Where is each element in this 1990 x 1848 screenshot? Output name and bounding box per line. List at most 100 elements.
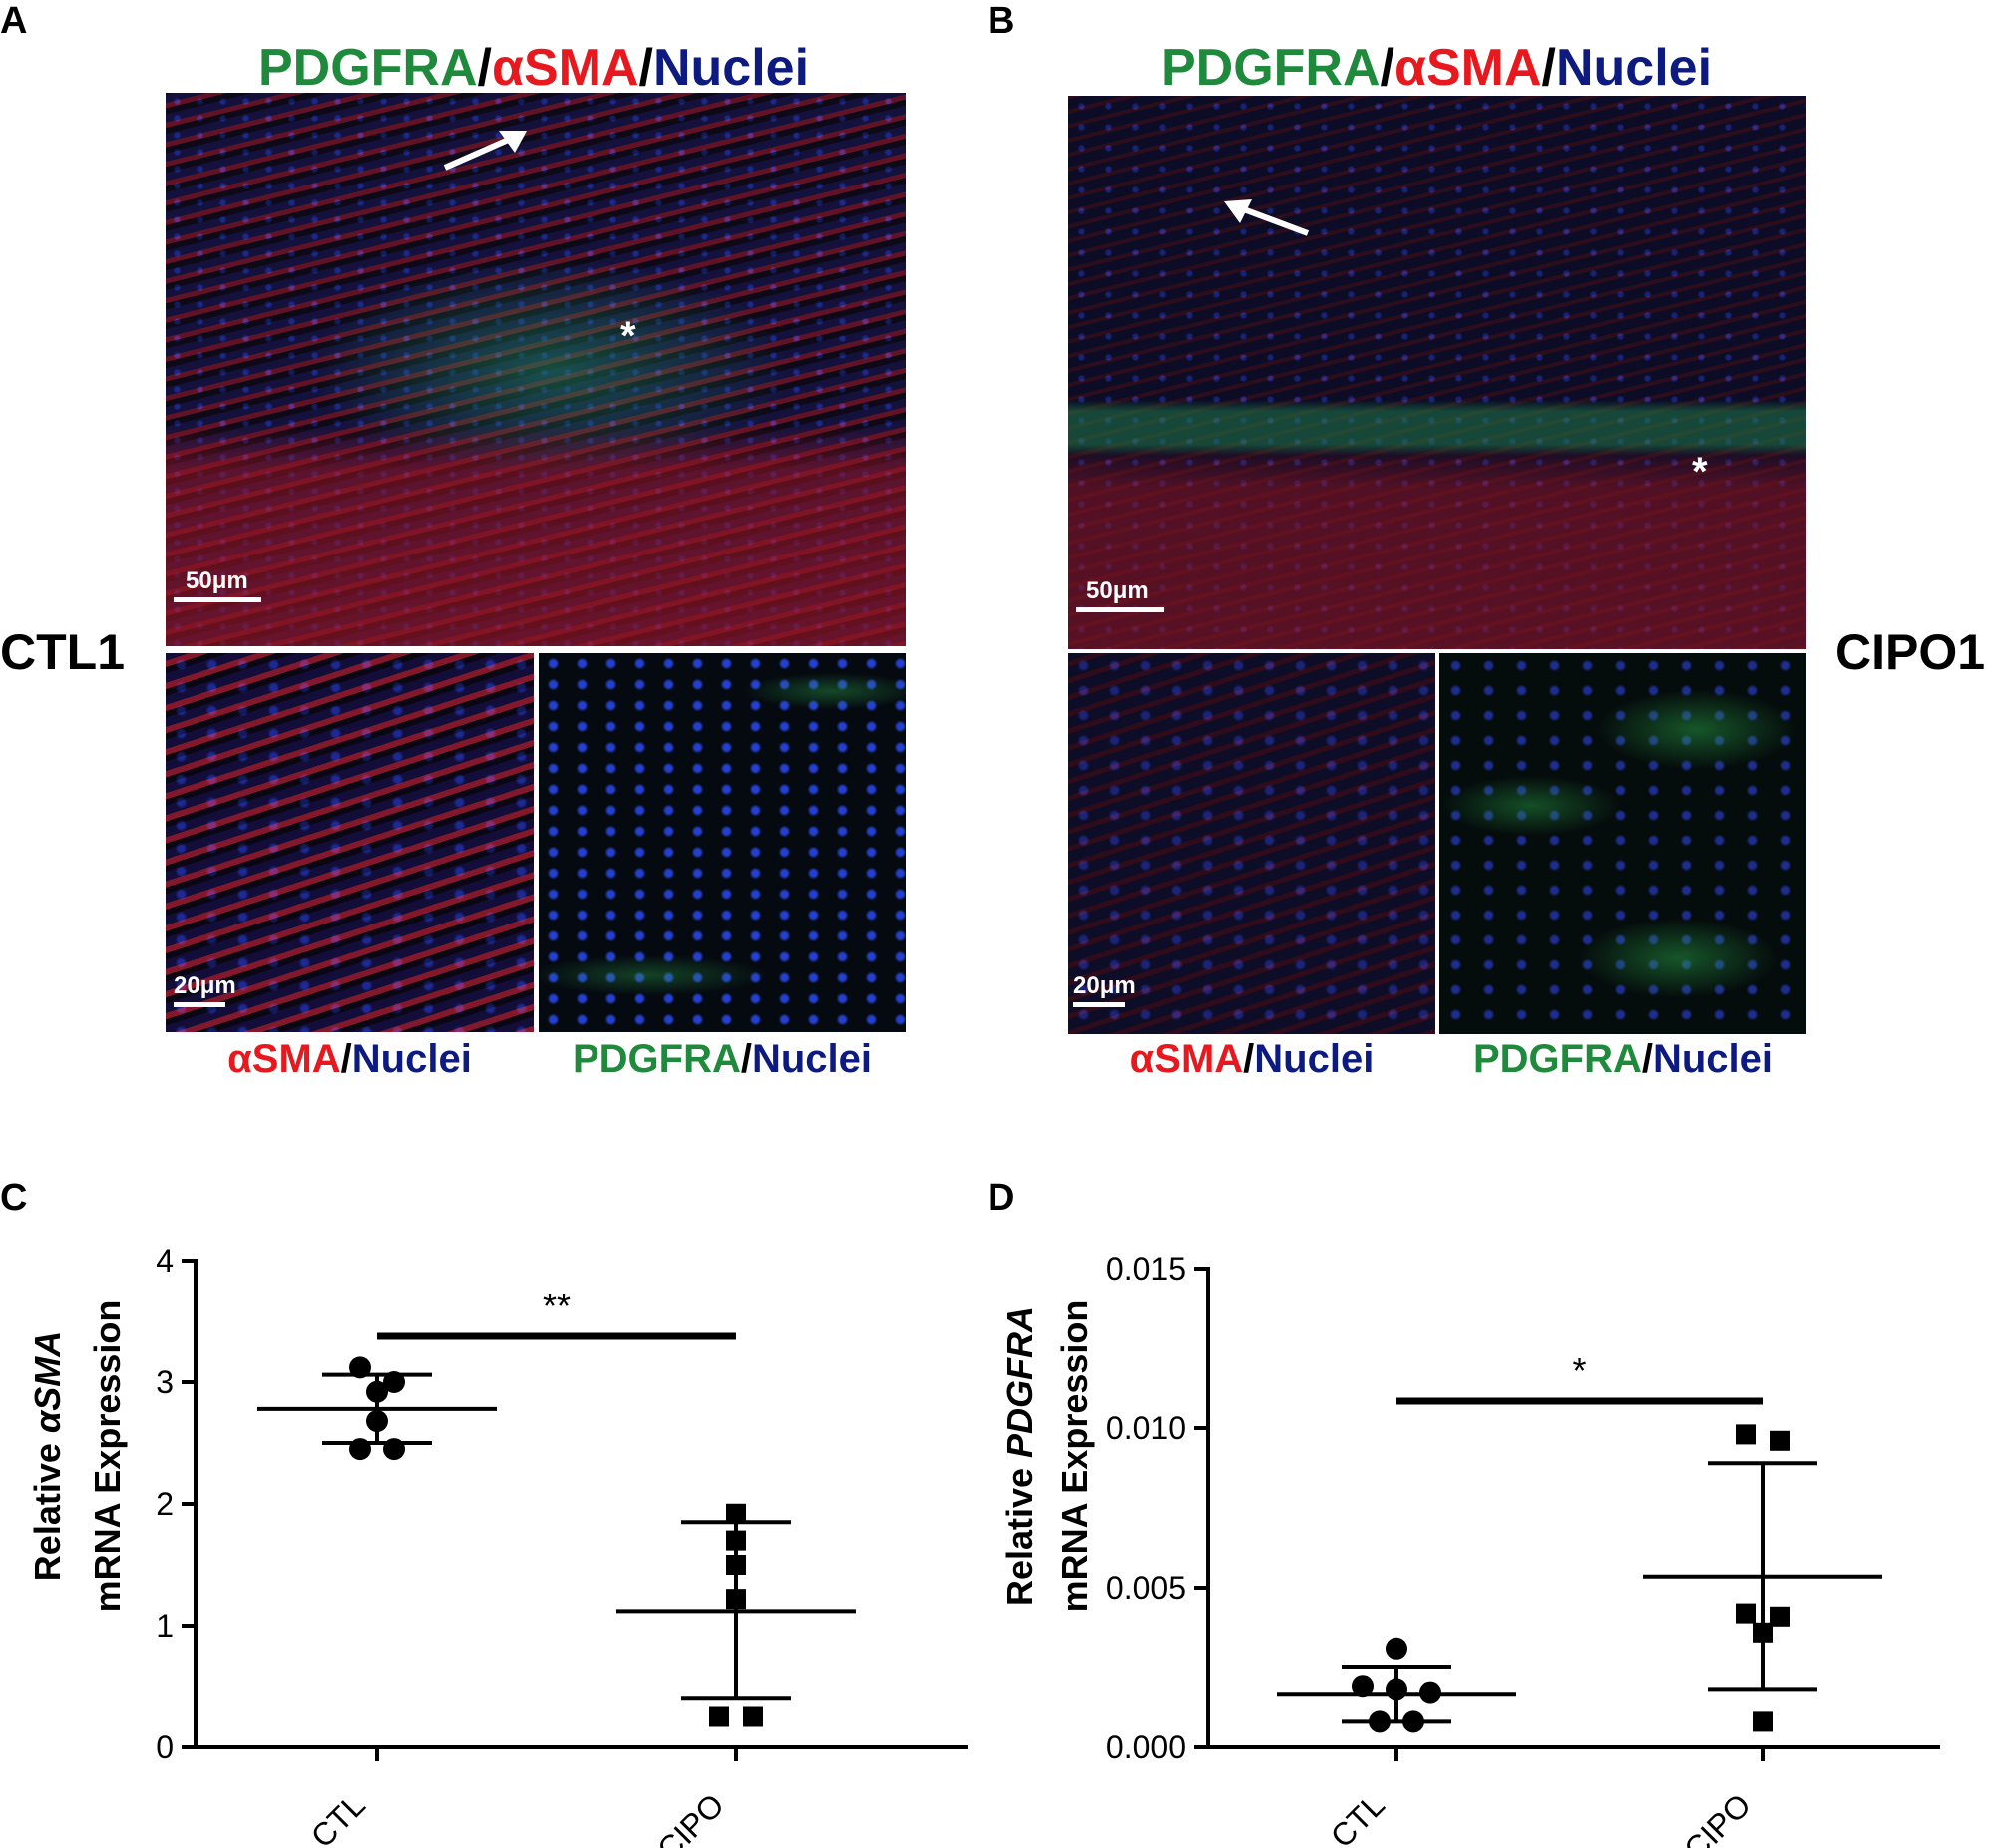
y-axis-label-prefix: Relative	[27, 1433, 68, 1581]
x-tick-label-ctl: CTL	[1324, 1786, 1392, 1848]
significance-stars: *	[1572, 1350, 1586, 1391]
panel-letter-b: B	[988, 0, 1015, 42]
y-axis-label-gene: αSMA	[27, 1331, 68, 1433]
arrow-icon	[1224, 199, 1310, 236]
title-slash: /	[638, 39, 653, 97]
panel-b-title: PDGFRA/αSMA/Nuclei	[1067, 38, 1805, 98]
data-point-cipo	[726, 1589, 746, 1610]
chart-asma-expression: 0 1 2 3 4 Relative αSMA mRNA Expression CTL CIPO…	[27, 1243, 968, 1848]
data-point-ctl	[1386, 1637, 1407, 1660]
panel-letter-d: D	[988, 1177, 1015, 1219]
x-tick-label-cipo: CIPO	[650, 1786, 731, 1848]
data-point-cipo	[709, 1706, 729, 1727]
scale-bar-label: 20μm	[174, 972, 236, 999]
scale-bar	[174, 1002, 225, 1007]
caption-asma: αSMA	[227, 1037, 341, 1081]
title-slash: /	[1380, 39, 1394, 97]
micrograph-cipo1-asma-inset: 20μm	[1068, 653, 1435, 1034]
asterisk-marker: *	[620, 314, 636, 358]
caption-slash: /	[340, 1037, 352, 1081]
asterisk-marker: *	[1692, 450, 1708, 494]
caption-slash: /	[1243, 1037, 1255, 1081]
y-axis-label-line2: mRNA Expression	[1054, 1300, 1095, 1613]
caption-pdgfra: PDGFRA	[572, 1037, 741, 1081]
title-asma: αSMA	[1393, 39, 1542, 97]
sample-label-cipo1: CIPO1	[1835, 624, 1986, 680]
scale-bar-label: 50μm	[186, 567, 248, 594]
data-point-ctl	[1386, 1678, 1407, 1701]
micrograph-ctl1-asma-inset: 20μm	[166, 653, 534, 1032]
caption-slash: /	[740, 1037, 752, 1081]
panel-letter-a: A	[0, 0, 28, 42]
y-axis-label-prefix: Relative	[999, 1458, 1040, 1606]
scale-bar	[1073, 1002, 1125, 1007]
caption-pdgfra-nuclei: PDGFRA/Nuclei	[539, 1037, 906, 1082]
title-slash: /	[477, 39, 492, 97]
caption-pdgfra-nuclei: PDGFRA/Nuclei	[1439, 1037, 1806, 1082]
title-nuclei: Nuclei	[1555, 39, 1713, 97]
title-pdgfra: PDGFRA	[1160, 39, 1381, 97]
data-point-ctl	[383, 1371, 405, 1393]
micrograph-ctl1-pdgfra-inset	[539, 653, 906, 1032]
y-tick-label: 0.010	[1106, 1410, 1186, 1446]
data-point-ctl	[366, 1410, 388, 1433]
data-point-ctl	[1352, 1675, 1374, 1698]
caption-pdgfra: PDGFRA	[1472, 1037, 1642, 1081]
x-tick-label-ctl: CTL	[304, 1786, 372, 1848]
scale-bar-label: 20μm	[1073, 972, 1136, 999]
data-point-cipo	[1753, 1711, 1773, 1732]
data-point-cipo	[1770, 1430, 1790, 1451]
data-point-ctl	[349, 1356, 371, 1379]
data-point-cipo	[743, 1706, 763, 1727]
caption-asma-nuclei: αSMA/Nuclei	[166, 1037, 534, 1082]
scale-bar	[174, 597, 261, 602]
arrow-icon	[443, 131, 527, 171]
data-point-ctl	[1369, 1710, 1391, 1733]
y-axis-label-line1: Relative PDGFRA	[999, 1306, 1040, 1606]
data-point-ctl	[349, 1438, 371, 1461]
y-tick-label: 0	[156, 1729, 174, 1765]
data-point-ctl	[366, 1380, 388, 1403]
caption-nuclei: Nuclei	[1652, 1037, 1774, 1081]
panel-a-title: PDGFRA/αSMA/Nuclei	[165, 38, 903, 98]
y-tick-label: 0.005	[1106, 1570, 1186, 1606]
title-asma: αSMA	[491, 39, 639, 97]
data-point-ctl	[383, 1438, 405, 1461]
y-axis-label-line1: Relative αSMA	[27, 1331, 68, 1581]
significance-stars: **	[543, 1286, 571, 1326]
title-pdgfra: PDGFRA	[257, 39, 478, 97]
y-tick-label: 1	[156, 1608, 174, 1644]
scale-bar-label: 50μm	[1086, 577, 1149, 604]
caption-nuclei: Nuclei	[351, 1037, 472, 1081]
data-point-cipo	[726, 1503, 746, 1524]
y-axis-label-line2: mRNA Expression	[87, 1300, 128, 1613]
micrograph-ctl1-merged: * 50μm	[166, 93, 906, 646]
title-nuclei: Nuclei	[652, 39, 810, 97]
y-tick-label: 2	[156, 1486, 174, 1522]
data-point-ctl	[1419, 1681, 1441, 1704]
data-point-cipo	[1736, 1424, 1756, 1445]
micrograph-cipo1-pdgfra-inset	[1439, 653, 1806, 1034]
title-slash: /	[1541, 39, 1556, 97]
scale-bar	[1076, 607, 1164, 612]
data-point-ctl	[1402, 1710, 1424, 1733]
caption-nuclei: Nuclei	[751, 1037, 873, 1081]
y-tick-label: 4	[156, 1243, 174, 1279]
caption-asma-nuclei: αSMA/Nuclei	[1068, 1037, 1435, 1082]
data-point-cipo	[1770, 1606, 1790, 1627]
y-axis-label-gene: PDGFRA	[999, 1306, 1040, 1458]
data-point-cipo	[726, 1530, 746, 1551]
y-tick-label: 3	[156, 1364, 174, 1400]
x-tick-label-cipo: CIPO	[1677, 1786, 1758, 1848]
sample-label-ctl1: CTL1	[0, 624, 125, 680]
micrograph-cipo1-merged: * 50μm	[1068, 96, 1806, 649]
caption-nuclei: Nuclei	[1254, 1037, 1375, 1081]
y-tick-label: 0.015	[1106, 1251, 1186, 1287]
panel-letter-c: C	[0, 1177, 28, 1219]
data-point-cipo	[1753, 1622, 1773, 1643]
caption-asma: αSMA	[1129, 1037, 1244, 1081]
y-tick-label: 0.000	[1106, 1729, 1186, 1765]
data-point-cipo	[1736, 1603, 1756, 1624]
chart-pdgfra-expression: 0.000 0.005 0.010 0.015 Relative PDGFRA mRNA …	[999, 1251, 1940, 1848]
caption-slash: /	[1641, 1037, 1653, 1081]
